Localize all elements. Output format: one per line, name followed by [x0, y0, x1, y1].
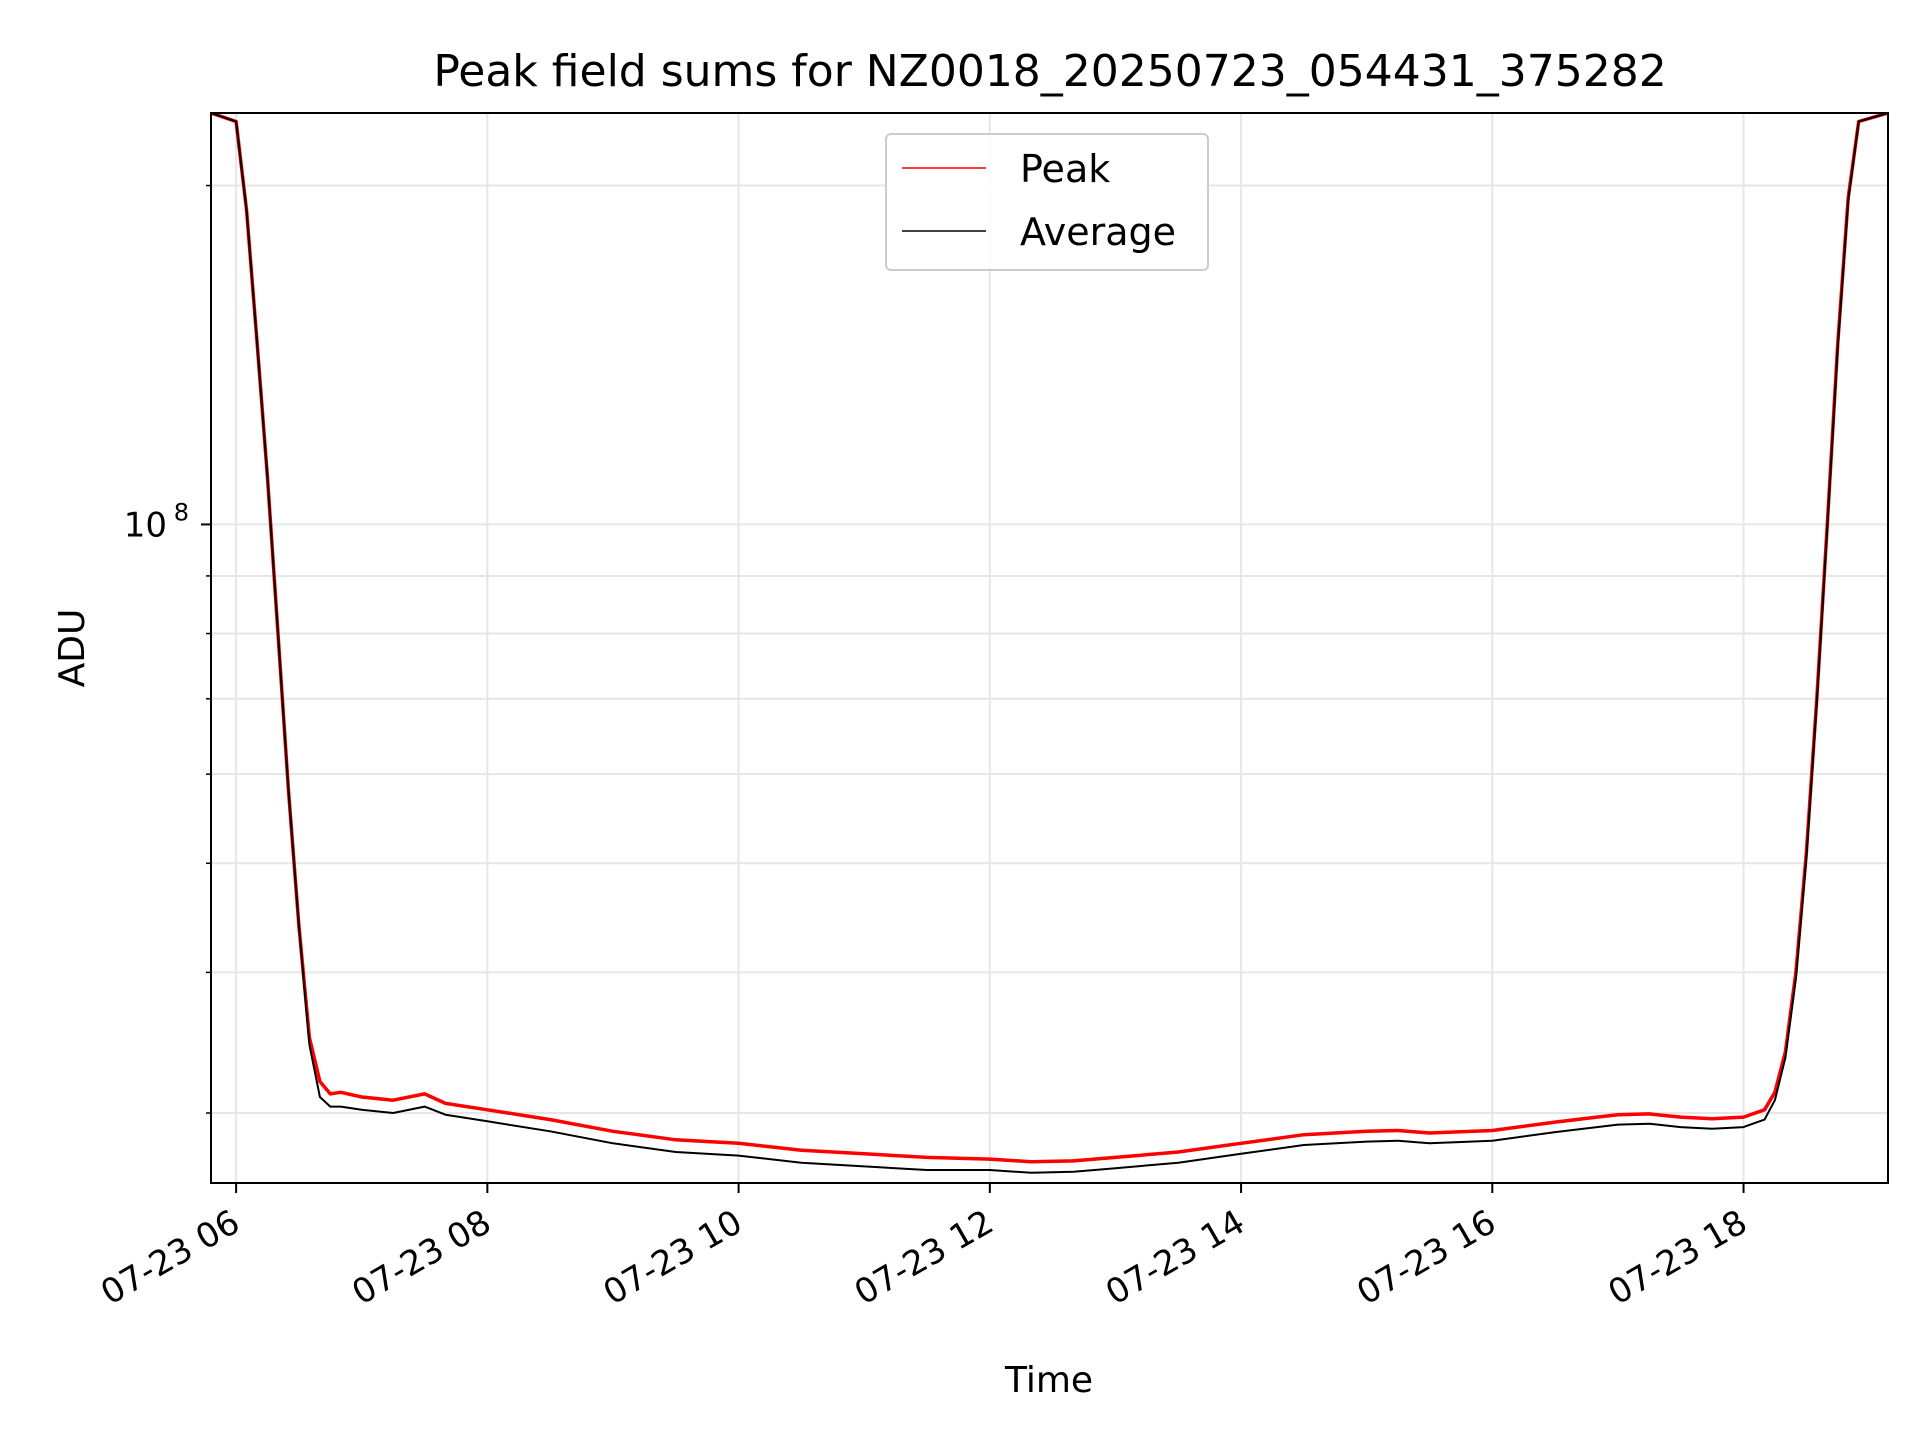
series-lines	[211, 113, 1888, 1174]
chart-title: Peak field sums for NZ0018_20250723_0544…	[433, 46, 1666, 97]
y-axis-label: ADU	[52, 609, 93, 688]
series-line-peak	[211, 113, 1888, 1164]
y-tick-label: 10	[124, 505, 167, 545]
legend-label-peak: Peak	[1020, 147, 1110, 191]
plot-area	[210, 112, 1889, 1184]
grid-lines	[211, 113, 1888, 1183]
y-axis: 10 8	[124, 184, 211, 1114]
plot-frame	[210, 112, 1889, 1184]
x-axis-label: Time	[1004, 1360, 1093, 1401]
legend-label-average: Average	[1020, 210, 1176, 254]
series-line-average	[211, 113, 1888, 1174]
legend: Peak Average	[885, 133, 1209, 271]
y-tick-label-exponent: 8	[174, 498, 189, 526]
